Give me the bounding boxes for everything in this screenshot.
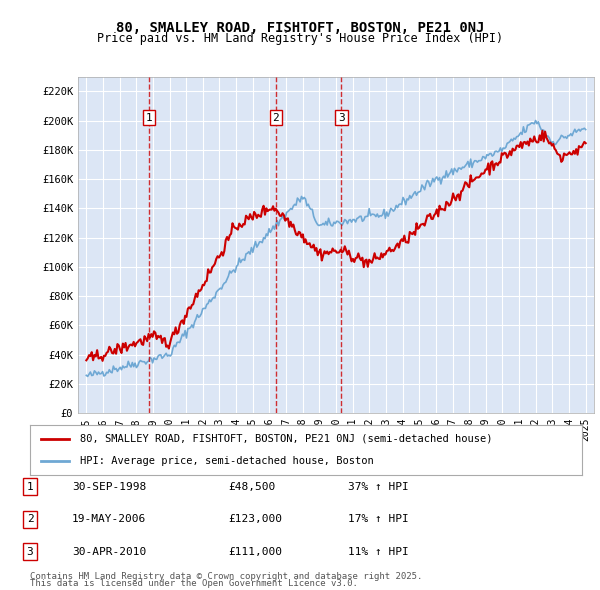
Text: This data is licensed under the Open Government Licence v3.0.: This data is licensed under the Open Gov…: [30, 579, 358, 588]
Text: Contains HM Land Registry data © Crown copyright and database right 2025.: Contains HM Land Registry data © Crown c…: [30, 572, 422, 581]
Text: 30-SEP-1998: 30-SEP-1998: [72, 482, 146, 491]
Text: 3: 3: [338, 113, 345, 123]
Text: £48,500: £48,500: [228, 482, 275, 491]
Text: £123,000: £123,000: [228, 514, 282, 524]
Text: HPI: Average price, semi-detached house, Boston: HPI: Average price, semi-detached house,…: [80, 456, 373, 466]
Text: 11% ↑ HPI: 11% ↑ HPI: [348, 547, 409, 556]
Text: 1: 1: [26, 482, 34, 491]
Text: 37% ↑ HPI: 37% ↑ HPI: [348, 482, 409, 491]
Text: 80, SMALLEY ROAD, FISHTOFT, BOSTON, PE21 0NJ: 80, SMALLEY ROAD, FISHTOFT, BOSTON, PE21…: [116, 21, 484, 35]
Text: 80, SMALLEY ROAD, FISHTOFT, BOSTON, PE21 0NJ (semi-detached house): 80, SMALLEY ROAD, FISHTOFT, BOSTON, PE21…: [80, 434, 492, 444]
Text: 17% ↑ HPI: 17% ↑ HPI: [348, 514, 409, 524]
Text: 19-MAY-2006: 19-MAY-2006: [72, 514, 146, 524]
Text: 1: 1: [145, 113, 152, 123]
Text: 2: 2: [272, 113, 279, 123]
Text: 30-APR-2010: 30-APR-2010: [72, 547, 146, 556]
Text: 3: 3: [26, 547, 34, 556]
Text: 2: 2: [26, 514, 34, 524]
Text: £111,000: £111,000: [228, 547, 282, 556]
Text: Price paid vs. HM Land Registry's House Price Index (HPI): Price paid vs. HM Land Registry's House …: [97, 32, 503, 45]
